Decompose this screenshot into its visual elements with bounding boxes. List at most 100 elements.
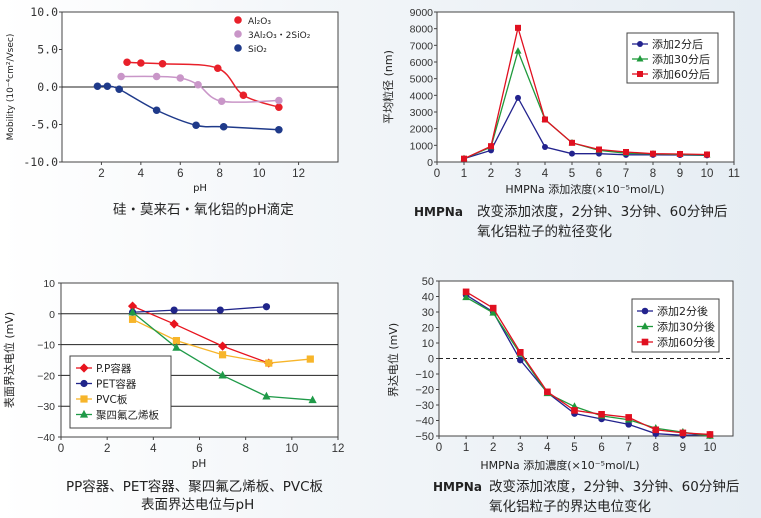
chart4-caption-prefix: HMPNa: [433, 480, 482, 494]
legend-label: P.P容器: [96, 362, 132, 375]
y-tick-label: 50: [422, 276, 434, 288]
x-tick-label: 2: [490, 442, 496, 454]
legend-label: 添加30分後: [657, 320, 715, 334]
legend-label: 3Al₂O₃・2SiO₂: [248, 31, 311, 41]
x-tick-label: 1: [463, 442, 469, 454]
y-tick-label: 0: [49, 309, 55, 321]
legend-label: 添加60分後: [657, 335, 715, 349]
y-axis-label: 平均粒径 (nm): [381, 50, 395, 124]
y-tick-label: 4000: [410, 90, 434, 102]
x-tick-label: 6: [196, 443, 202, 455]
x-tick-label: 10: [285, 443, 298, 455]
x-tick-label: 2: [488, 168, 494, 180]
series-line: [463, 96, 708, 160]
chart3-caption-line1: PP容器、PET容器、聚四氟乙烯板、PVC板: [66, 479, 324, 495]
x-tick-label: 10: [701, 168, 714, 180]
x-tick-label: 2: [98, 168, 104, 180]
data-point: [216, 306, 224, 314]
data-point: [275, 103, 283, 112]
y-tick-label: 9000: [410, 7, 434, 19]
y-tick-label: 30: [422, 307, 434, 319]
data-point: [679, 429, 687, 437]
x-tick-label: 0: [436, 442, 442, 454]
legend-marker: [641, 322, 649, 330]
data-point: [194, 80, 202, 89]
data-point: [306, 355, 314, 363]
x-tick-label: 6: [596, 168, 602, 180]
data-point: [516, 349, 524, 356]
series-line: [132, 305, 269, 364]
data-point: [158, 59, 167, 68]
data-point: [623, 149, 629, 155]
data-point: [127, 301, 138, 311]
x-tick-label: 10: [704, 442, 717, 454]
chart4-caption-line2: 氧化铝粒子的界达电位变化: [489, 499, 651, 515]
data-point: [652, 426, 660, 434]
data-point: [489, 304, 497, 312]
x-tick-label: 6: [598, 442, 604, 454]
legend-marker: [234, 44, 242, 52]
y-tick-label: −40: [37, 432, 55, 444]
y-tick-label: -10.0: [23, 155, 58, 169]
y-tick-label: 40: [422, 292, 434, 304]
series-2: [117, 72, 283, 106]
x-tick-label: 10: [253, 168, 266, 180]
y-tick-label: 0.0: [37, 80, 58, 94]
data-point: [152, 106, 161, 115]
y-tick-label: −10: [37, 340, 55, 352]
data-point: [704, 151, 710, 158]
legend-label: 添加30分后: [652, 52, 710, 66]
series-line: [463, 25, 708, 160]
legend-marker: [637, 41, 643, 47]
data-point: [217, 341, 228, 351]
x-tick-label: 3: [515, 168, 521, 180]
x-tick-label: 6: [177, 168, 183, 180]
x-tick-label: 0: [434, 168, 440, 180]
y-tick-label: −30: [415, 400, 434, 412]
data-point: [625, 414, 632, 421]
data-point: [516, 356, 524, 364]
data-point: [170, 306, 178, 314]
legend-marker: [636, 55, 644, 62]
series-3: [93, 82, 283, 134]
series-line: [465, 296, 711, 437]
data-point: [706, 431, 714, 438]
y-tick-label: 20: [422, 323, 434, 335]
data-point: [213, 64, 222, 73]
y-tick-label: 10: [43, 278, 55, 290]
x-tick-label: 8: [217, 168, 223, 180]
series-1: [123, 58, 283, 112]
data-point: [152, 72, 161, 81]
y-tick-label: 5.0: [37, 43, 58, 57]
legend-label: 添加60分后: [652, 67, 710, 81]
y-tick-label: −20: [415, 385, 434, 397]
x-tick-label: 4: [138, 168, 145, 180]
x-tick-label: 4: [150, 443, 157, 455]
legend-label: 添加2分後: [657, 304, 708, 318]
y-tick-label: −40: [415, 416, 434, 428]
legend-label: PVC板: [96, 393, 128, 406]
legend-marker: [80, 395, 88, 403]
chart1-caption: 硅・莫来石・氧化铝的pH滴定: [113, 202, 294, 218]
x-tick-label: 12: [332, 443, 345, 455]
y-tick-label: −20: [37, 370, 55, 382]
series-3: [128, 315, 314, 367]
data-point: [488, 143, 494, 150]
data-point: [462, 292, 470, 301]
x-tick-label: 4: [542, 168, 549, 180]
data-point: [265, 359, 273, 367]
legend-marker: [637, 71, 643, 77]
y-tick-label: 0: [427, 157, 433, 169]
data-point: [115, 85, 123, 94]
data-point: [569, 139, 575, 146]
data-point: [542, 116, 548, 123]
y-tick-label: 0: [428, 354, 434, 366]
data-point: [462, 288, 470, 296]
y-axis-label: Mobility (10⁻⁴cm²/Vsec): [6, 34, 16, 141]
data-point: [192, 121, 200, 130]
data-point: [677, 151, 683, 157]
